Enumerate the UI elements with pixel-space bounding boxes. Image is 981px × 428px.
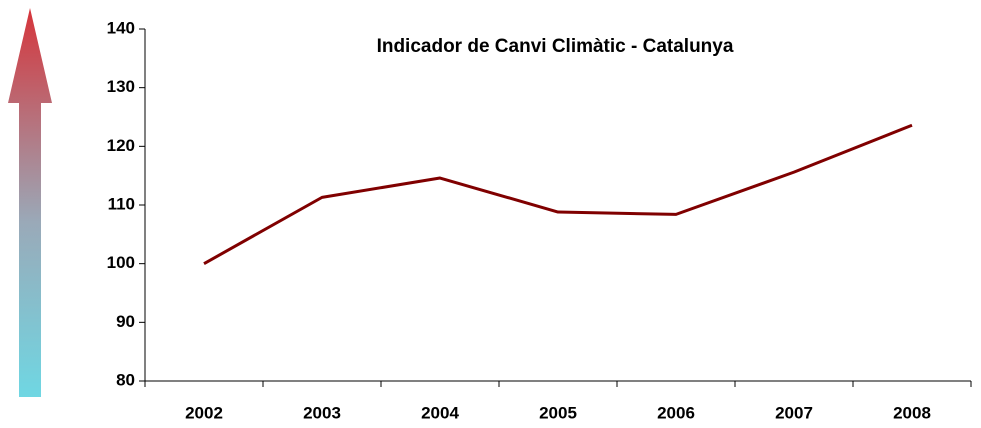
line-series xyxy=(203,123,913,265)
y-tick-label: 80 xyxy=(116,370,135,389)
x-tick-label: 2002 xyxy=(185,403,223,422)
x-tick-label: 2003 xyxy=(303,403,341,422)
arrow xyxy=(8,8,52,397)
y-tick-label: 110 xyxy=(108,194,135,213)
y-tick-label: 120 xyxy=(107,136,135,155)
y-tick-label: 90 xyxy=(116,312,135,331)
chart-title: Indicador de Canvi Climàtic - Catalunya xyxy=(377,36,734,57)
x-tick-label: 2005 xyxy=(539,403,577,422)
x-tick-label: 2006 xyxy=(657,403,695,422)
x-tick-label: 2004 xyxy=(421,403,459,422)
x-tick-label: 2007 xyxy=(775,403,813,422)
x-tick-label: 2008 xyxy=(893,403,931,422)
y-tick-label: 140 xyxy=(107,18,135,37)
y-tick-label: 130 xyxy=(107,77,135,96)
y-tick-label: 100 xyxy=(107,253,135,272)
